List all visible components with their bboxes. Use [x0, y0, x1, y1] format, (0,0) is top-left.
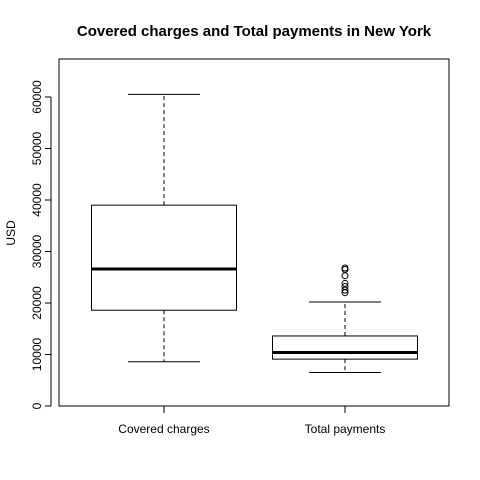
outlier-point	[342, 273, 348, 279]
iqr-box	[92, 205, 237, 310]
x-tick-label: Covered charges	[118, 422, 209, 436]
y-tick-label: 10000	[30, 337, 44, 371]
y-tick-label: 0	[30, 402, 44, 409]
y-tick-label: 30000	[30, 234, 44, 268]
y-tick-label: 50000	[30, 131, 44, 165]
iqr-box	[273, 336, 418, 359]
x-axis: Covered charges Total payments	[118, 406, 385, 436]
y-axis-label: USD	[4, 220, 18, 246]
box-group	[92, 94, 237, 361]
x-tick-label: Total payments	[305, 422, 386, 436]
y-tick-label: 20000	[30, 286, 44, 320]
chart-title: Covered charges and Total payments in Ne…	[77, 23, 432, 40]
box-group	[273, 265, 418, 373]
y-tick-label: 60000	[30, 80, 44, 114]
plot-frame	[59, 59, 449, 406]
boxes	[92, 94, 418, 372]
y-axis: 0 10000 20000 30000 40000 50000 60000	[30, 80, 51, 409]
y-tick-label: 40000	[30, 183, 44, 217]
